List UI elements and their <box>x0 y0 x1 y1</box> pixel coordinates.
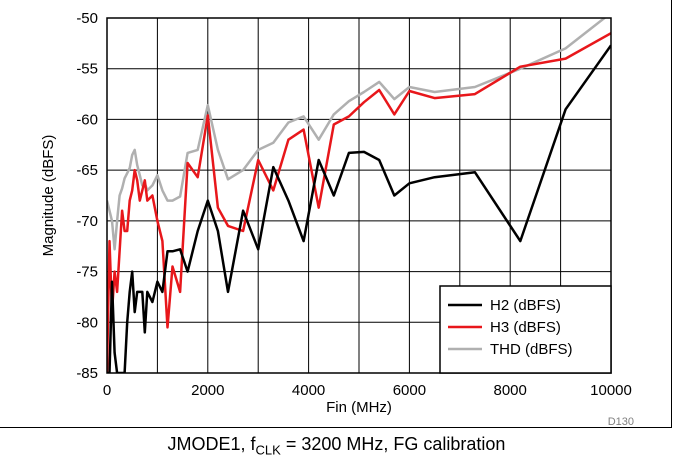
series-line-h3 <box>107 32 611 373</box>
legend-label: H3 (dBFS) <box>490 319 561 336</box>
y-tick-label: -60 <box>76 111 98 128</box>
y-axis-label: Magnitude (dBFS) <box>40 135 57 257</box>
plot-border <box>106 17 612 374</box>
x-tick-label: 0 <box>103 382 111 399</box>
x-tick-label: 6000 <box>393 382 426 399</box>
caption: JMODE1, fCLK = 3200 MHz, FG calibration <box>0 434 673 458</box>
x-tick-label: 2000 <box>191 382 224 399</box>
legend: H2 (dBFS) H3 (dBFS) THD (dBFS) <box>439 285 612 374</box>
x-tick-label: 8000 <box>494 382 527 399</box>
caption-rest: = 3200 MHz, FG calibration <box>280 434 506 454</box>
y-tick-label: -55 <box>76 61 98 78</box>
caption-text: JMODE1, f <box>167 434 256 454</box>
series-layer <box>107 18 611 373</box>
tick-labels: 0 2000 4000 6000 8000 10000 -50 -55 -60 -65 -70 -75… <box>76 10 632 399</box>
x-axis-label: Fin (MHz) <box>326 399 392 416</box>
y-tick-label: -75 <box>76 264 98 281</box>
caption-subscript: CLK <box>255 442 281 458</box>
figure-frame <box>0 0 672 428</box>
y-tick-label: -50 <box>76 10 98 27</box>
legend-label: THD (dBFS) <box>490 341 573 358</box>
series-line-thd <box>107 18 607 251</box>
x-tick-label: 10000 <box>590 382 632 399</box>
y-tick-label: -80 <box>76 314 98 331</box>
y-tick-label: -70 <box>76 213 98 230</box>
x-tick-label: 4000 <box>292 382 325 399</box>
series-line-h2 <box>107 44 611 373</box>
y-tick-label: -65 <box>76 162 98 179</box>
chart: 0 2000 4000 6000 8000 10000 -50 -55 -60 -65 -70 -75… <box>40 10 634 428</box>
legend-box <box>439 285 612 374</box>
y-tick-label: -85 <box>76 365 98 382</box>
legend-label: H2 (dBFS) <box>490 297 561 314</box>
figure-code: D130 <box>608 416 634 428</box>
